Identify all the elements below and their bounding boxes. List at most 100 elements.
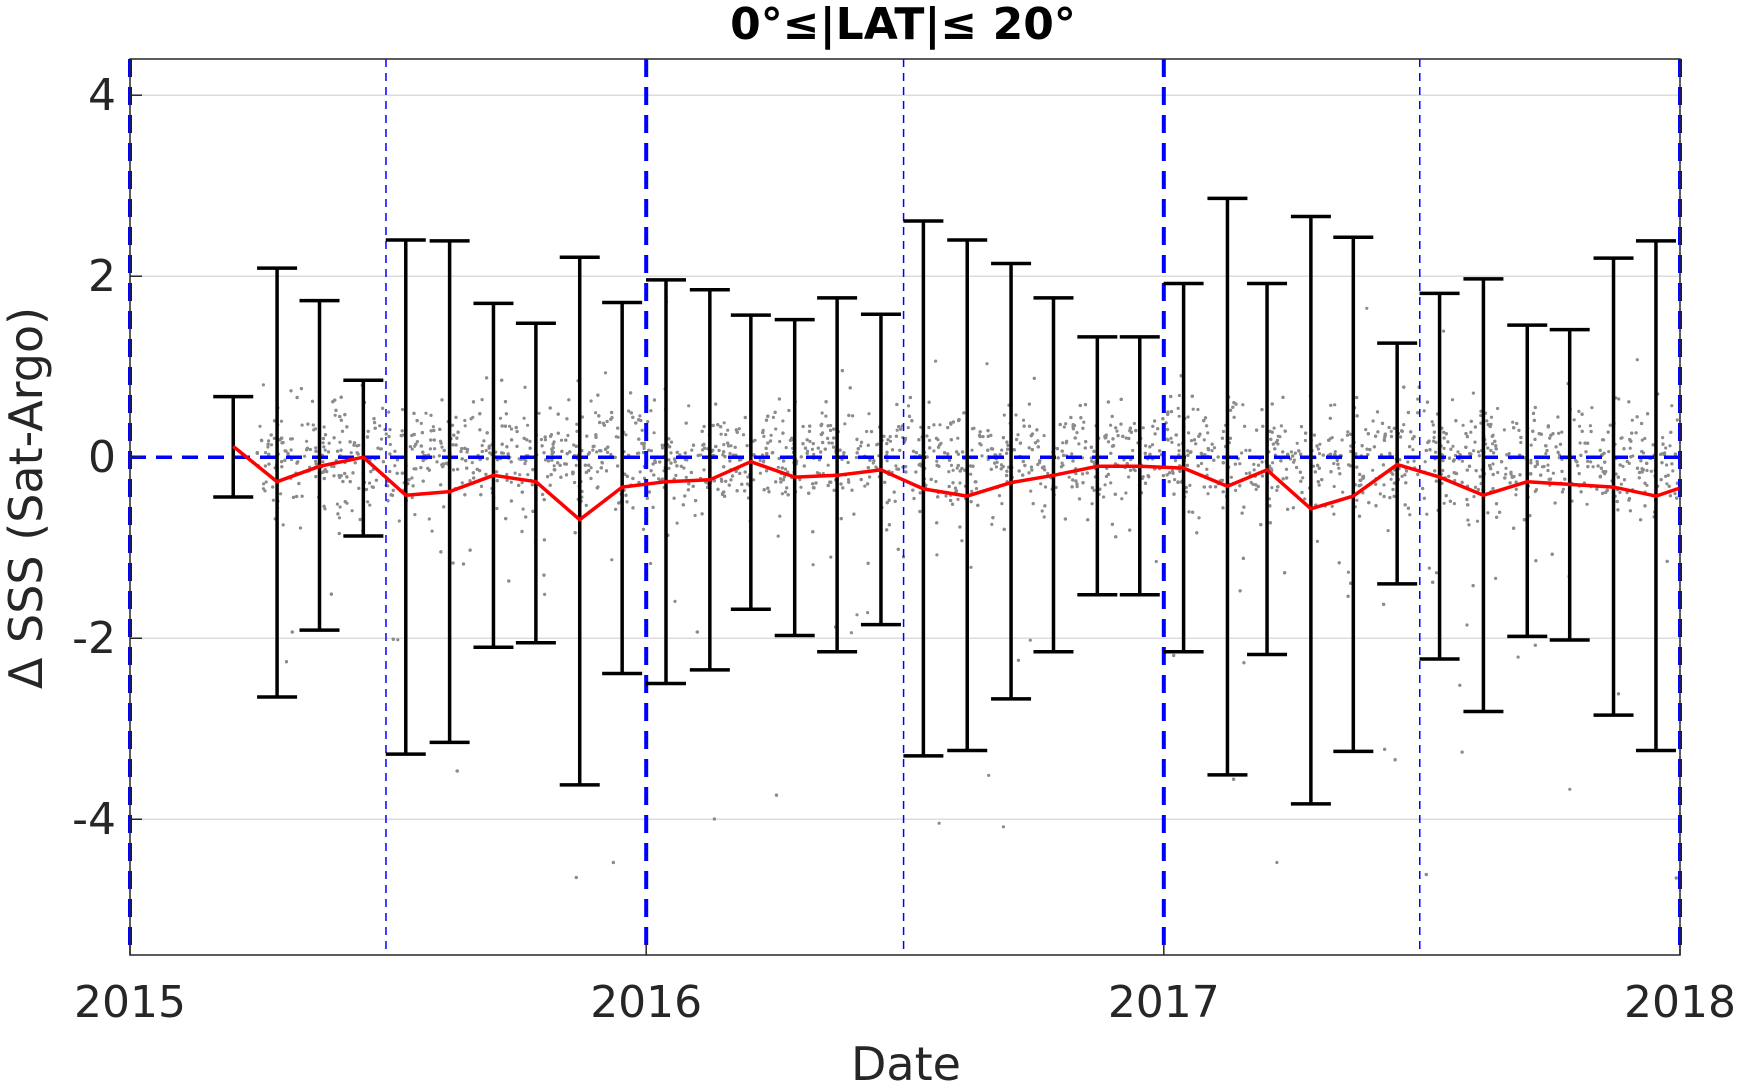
scatter-point: [1165, 427, 1170, 432]
scatter-point: [743, 470, 747, 474]
scatter-point: [1119, 422, 1123, 426]
scatter-point: [886, 438, 890, 442]
scatter-point: [338, 440, 342, 444]
scatter-point: [1618, 490, 1622, 495]
scatter-point: [1595, 487, 1599, 491]
scatter-point: [1454, 419, 1458, 423]
scatter-point: [958, 481, 962, 485]
scatter-point: [985, 362, 989, 366]
scatter-point: [971, 464, 975, 468]
scatter-point: [469, 417, 473, 421]
scatter-point: [872, 459, 876, 463]
scatter-point: [1673, 492, 1677, 496]
scatter-point: [1102, 495, 1106, 499]
scatter-point: [685, 458, 689, 462]
scatter-point: [510, 438, 514, 442]
scatter-point: [1588, 424, 1592, 428]
scatter-point: [1616, 475, 1620, 479]
scatter-point: [780, 492, 785, 496]
scatter-point: [1514, 480, 1518, 484]
scatter-point: [314, 459, 318, 463]
scatter-point: [1256, 463, 1261, 467]
scatter-point: [1029, 434, 1033, 438]
scatter-point: [280, 460, 284, 464]
scatter-point: [1002, 527, 1006, 532]
scatter-point: [1240, 451, 1244, 455]
scatter-point: [635, 451, 640, 455]
scatter-point: [503, 424, 508, 428]
y-axis-ticks: -4 -2 0 2 4: [72, 70, 142, 845]
scatter-point: [1444, 432, 1448, 436]
scatter-point: [1577, 472, 1581, 476]
scatter-point: [761, 430, 765, 435]
scatter-point: [421, 479, 425, 483]
scatter-point: [624, 433, 628, 437]
scatter-point: [1511, 420, 1515, 424]
scatter-point: [1630, 418, 1634, 422]
scatter-point: [729, 444, 733, 448]
scatter-point: [634, 421, 638, 425]
scatter-point: [914, 470, 918, 474]
scatter-point: [580, 415, 585, 419]
scatter-point: [1366, 453, 1370, 457]
scatter-point: [1089, 445, 1093, 449]
scatter-point: [442, 505, 446, 509]
scatter-point: [667, 458, 671, 462]
x-tick-label: 2015: [74, 977, 186, 1028]
scatter-point: [935, 521, 939, 525]
scatter-point: [1533, 437, 1537, 441]
scatter-point: [1073, 436, 1077, 440]
scatter-point: [1519, 440, 1523, 445]
scatter-point: [1665, 463, 1669, 467]
scatter-point: [1177, 443, 1181, 447]
scatter-point: [1092, 460, 1096, 464]
scatter-point: [1286, 507, 1290, 511]
scatter-point: [1317, 483, 1321, 487]
scatter-point: [589, 476, 593, 481]
scatter-point: [610, 558, 614, 562]
scatter-point: [395, 458, 400, 462]
scatter-point: [1184, 485, 1188, 490]
scatter-point: [1206, 447, 1210, 451]
y-tick-label: -2: [72, 613, 116, 664]
scatter-point: [1514, 493, 1518, 497]
scatter-point: [780, 466, 784, 470]
scatter-point: [1299, 452, 1303, 456]
scatter-point: [505, 445, 509, 449]
scatter-point: [1252, 468, 1256, 472]
scatter-point: [1553, 501, 1557, 505]
scatter-point: [1275, 488, 1279, 492]
scatter-point: [1651, 443, 1655, 447]
scatter-point: [478, 428, 482, 432]
scatter-point: [289, 389, 293, 393]
scatter-point: [1546, 468, 1550, 473]
scatter-point: [1191, 407, 1195, 411]
scatter-point: [1005, 451, 1009, 455]
scatter-point: [1364, 428, 1368, 432]
scatter-point: [298, 526, 303, 530]
scatter-point: [594, 435, 598, 439]
scatter-point: [1434, 479, 1438, 483]
scatter-point: [1027, 446, 1031, 450]
scatter-point: [322, 425, 326, 429]
scatter-point: [1216, 455, 1220, 459]
scatter-point: [333, 413, 337, 417]
scatter-point: [1229, 475, 1233, 479]
scatter-point: [515, 429, 519, 434]
scatter-point: [327, 441, 331, 445]
scatter-point: [781, 478, 786, 482]
scatter-point: [951, 420, 956, 424]
scatter-point: [463, 493, 467, 497]
scatter-point: [1448, 499, 1452, 503]
scatter-point: [400, 429, 404, 433]
scatter-point: [1248, 471, 1252, 475]
y-tick-label: 0: [88, 432, 116, 483]
scatter-point: [811, 563, 815, 567]
scatter-point: [826, 424, 830, 428]
scatter-point: [564, 473, 569, 477]
scatter-point: [343, 500, 347, 504]
scatter-point: [847, 480, 851, 484]
scatter-point: [261, 383, 265, 387]
scatter-point: [1389, 477, 1393, 481]
scatter-point: [461, 562, 466, 566]
